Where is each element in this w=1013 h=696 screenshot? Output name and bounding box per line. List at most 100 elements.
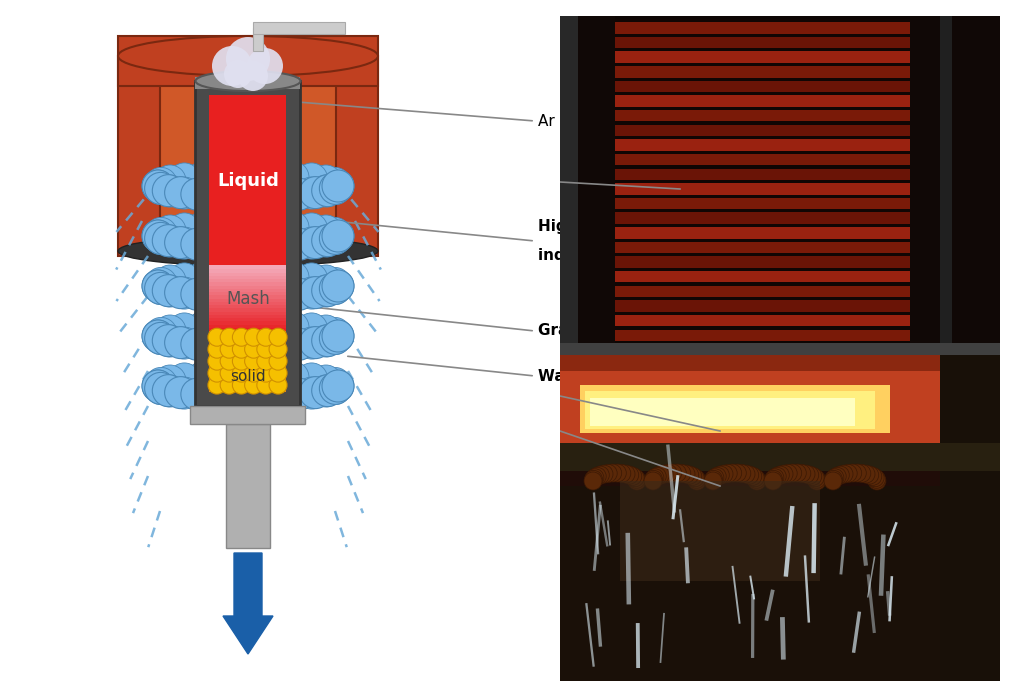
Circle shape bbox=[771, 466, 789, 484]
Bar bbox=[560, 355, 1000, 461]
Circle shape bbox=[775, 465, 793, 483]
Circle shape bbox=[201, 180, 232, 212]
Circle shape bbox=[269, 352, 287, 370]
Circle shape bbox=[247, 48, 283, 84]
Circle shape bbox=[732, 464, 751, 482]
Circle shape bbox=[152, 324, 184, 356]
Circle shape bbox=[806, 468, 825, 487]
Bar bbox=[209, 320, 286, 324]
Circle shape bbox=[209, 310, 241, 342]
Circle shape bbox=[165, 177, 197, 209]
Circle shape bbox=[704, 470, 722, 489]
Circle shape bbox=[319, 372, 352, 404]
Circle shape bbox=[165, 227, 197, 259]
Circle shape bbox=[839, 464, 857, 482]
Circle shape bbox=[187, 261, 219, 293]
Ellipse shape bbox=[118, 36, 378, 76]
Circle shape bbox=[319, 223, 350, 255]
Circle shape bbox=[312, 275, 343, 307]
Circle shape bbox=[310, 315, 342, 347]
Bar bbox=[615, 95, 910, 106]
Circle shape bbox=[319, 322, 352, 354]
Circle shape bbox=[145, 267, 177, 299]
Bar bbox=[615, 48, 910, 52]
Circle shape bbox=[310, 165, 342, 197]
Circle shape bbox=[154, 175, 186, 207]
Circle shape bbox=[866, 468, 884, 487]
Circle shape bbox=[165, 276, 197, 308]
Circle shape bbox=[181, 378, 213, 410]
Circle shape bbox=[168, 377, 201, 409]
Circle shape bbox=[145, 168, 177, 200]
Circle shape bbox=[232, 376, 250, 394]
Circle shape bbox=[319, 272, 352, 304]
Circle shape bbox=[825, 470, 843, 489]
Circle shape bbox=[209, 210, 241, 242]
Circle shape bbox=[748, 472, 766, 490]
Circle shape bbox=[651, 466, 670, 484]
Circle shape bbox=[319, 372, 350, 404]
Circle shape bbox=[232, 364, 250, 382]
Circle shape bbox=[277, 311, 309, 343]
Circle shape bbox=[600, 464, 617, 482]
Bar bbox=[615, 300, 910, 312]
Bar bbox=[209, 95, 286, 266]
Circle shape bbox=[677, 465, 695, 483]
Bar bbox=[209, 285, 286, 289]
Circle shape bbox=[310, 325, 342, 357]
Bar bbox=[194, 81, 300, 406]
Circle shape bbox=[277, 229, 309, 261]
Circle shape bbox=[220, 376, 238, 394]
Circle shape bbox=[154, 375, 186, 407]
Circle shape bbox=[322, 220, 354, 252]
Bar bbox=[615, 242, 910, 253]
Circle shape bbox=[648, 467, 667, 485]
Circle shape bbox=[168, 263, 201, 295]
Circle shape bbox=[688, 470, 705, 489]
Bar bbox=[615, 330, 910, 341]
Bar bbox=[209, 301, 286, 305]
Circle shape bbox=[312, 324, 343, 356]
Circle shape bbox=[585, 472, 602, 490]
Bar bbox=[209, 291, 286, 295]
Circle shape bbox=[145, 322, 177, 354]
Circle shape bbox=[145, 372, 177, 404]
Circle shape bbox=[145, 223, 176, 255]
Circle shape bbox=[201, 279, 232, 311]
Circle shape bbox=[264, 379, 296, 411]
Circle shape bbox=[221, 180, 253, 212]
Text: solid: solid bbox=[230, 369, 265, 384]
Circle shape bbox=[322, 170, 354, 202]
Circle shape bbox=[244, 352, 262, 370]
Circle shape bbox=[277, 361, 309, 393]
Bar bbox=[615, 326, 910, 330]
Circle shape bbox=[168, 163, 201, 195]
Circle shape bbox=[269, 364, 287, 382]
Circle shape bbox=[181, 278, 213, 310]
Circle shape bbox=[220, 340, 238, 358]
Circle shape bbox=[719, 464, 737, 482]
Circle shape bbox=[310, 275, 342, 307]
Circle shape bbox=[154, 215, 186, 247]
Circle shape bbox=[208, 364, 226, 382]
Circle shape bbox=[312, 225, 343, 257]
Bar bbox=[560, 486, 940, 681]
Circle shape bbox=[255, 230, 288, 262]
FancyArrow shape bbox=[223, 553, 272, 654]
Circle shape bbox=[283, 278, 315, 310]
Circle shape bbox=[319, 168, 350, 200]
Circle shape bbox=[232, 310, 264, 342]
Bar bbox=[209, 265, 286, 269]
Circle shape bbox=[208, 329, 226, 346]
Circle shape bbox=[142, 370, 174, 402]
Bar bbox=[209, 294, 286, 299]
Circle shape bbox=[255, 361, 288, 393]
Circle shape bbox=[209, 280, 241, 312]
Circle shape bbox=[766, 468, 784, 487]
Circle shape bbox=[232, 180, 264, 212]
Circle shape bbox=[201, 379, 232, 411]
Circle shape bbox=[853, 464, 871, 482]
Bar bbox=[615, 33, 910, 37]
Circle shape bbox=[220, 352, 238, 370]
Circle shape bbox=[868, 472, 886, 490]
